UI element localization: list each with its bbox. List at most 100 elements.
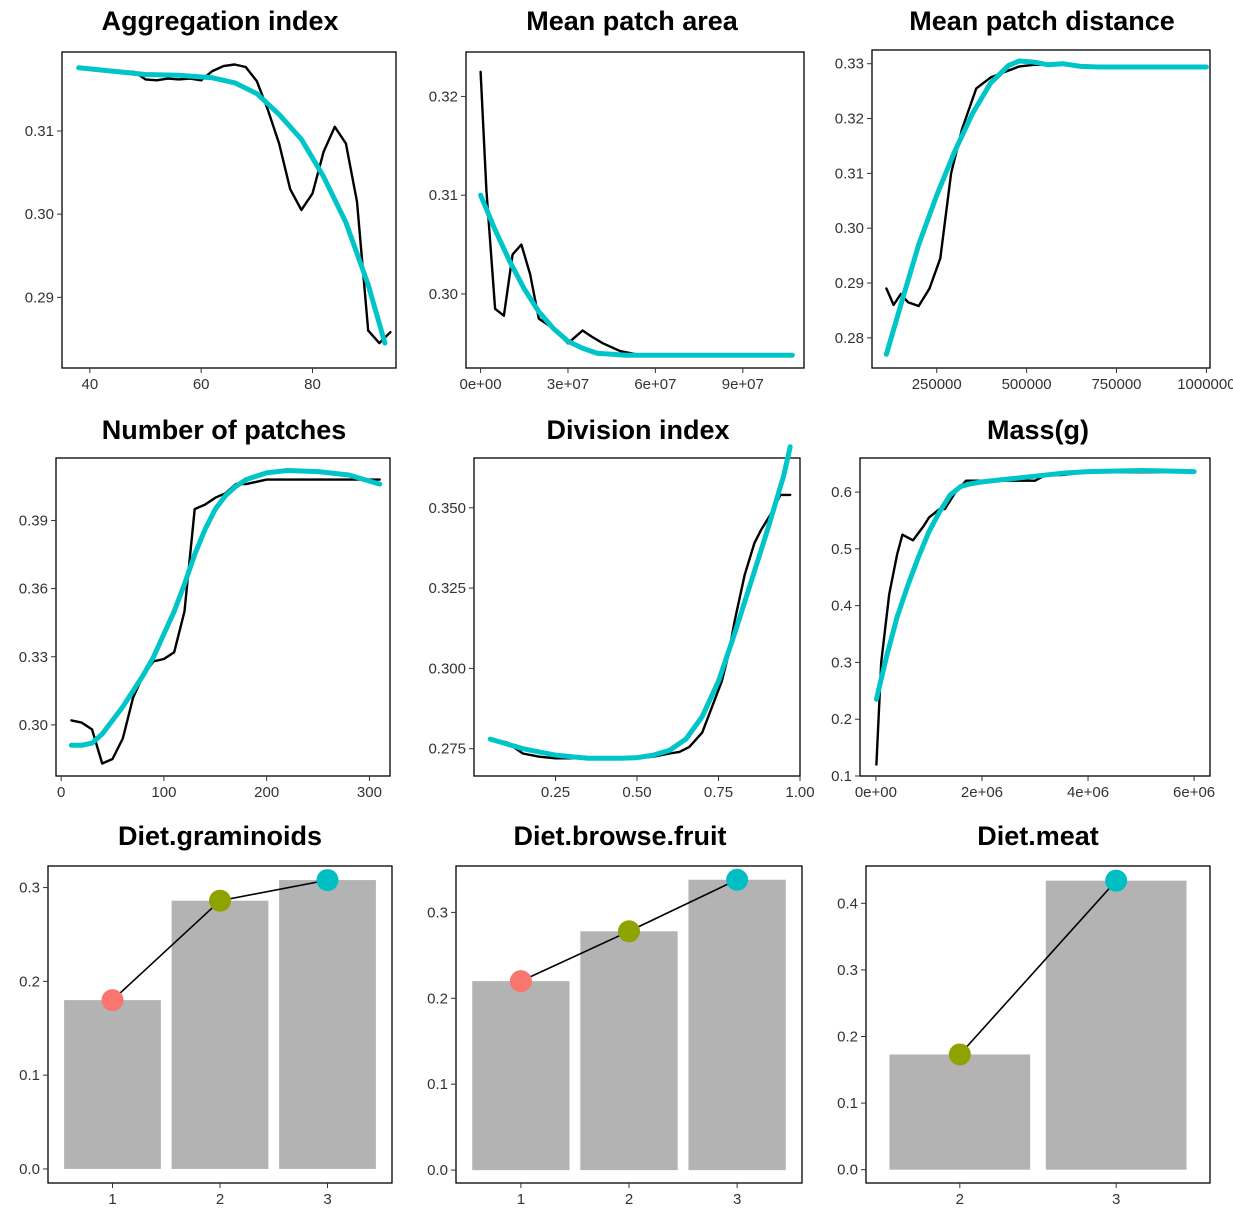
y-tick-label: 0.0 — [427, 1162, 448, 1179]
raw-line — [489, 493, 792, 760]
y-tick-label: 0.28 — [835, 330, 864, 347]
y-tick-label: 0.3 — [831, 654, 852, 671]
plot-frame — [859, 457, 1211, 777]
x-tick-label: 0.25 — [541, 784, 570, 801]
x-tick-label: 500000 — [1002, 376, 1052, 393]
y-tick-label: 0.2 — [427, 990, 448, 1007]
y-tick-label: 0.4 — [837, 895, 858, 912]
y-tick-label: 0.1 — [837, 1095, 858, 1112]
y-tick-label: 0.31 — [429, 187, 458, 204]
smooth-line — [76, 65, 388, 346]
y-tick-label: 0.0 — [19, 1161, 40, 1178]
chart-title: Aggregation index — [101, 6, 339, 36]
x-tick-label: 2 — [216, 1191, 224, 1208]
plot-frame — [61, 51, 397, 369]
y-tick-label: 0.30 — [25, 206, 54, 223]
x-tick-label: 2 — [956, 1191, 964, 1208]
bar — [472, 981, 570, 1171]
y-tick-label: 0.1 — [19, 1067, 40, 1084]
y-tick-label: 0.300 — [428, 660, 466, 677]
x-tick-label: 0e+00 — [459, 376, 501, 393]
y-tick-label: 0.325 — [428, 580, 466, 597]
x-tick-label: 0 — [57, 784, 65, 801]
y-tick-label: 0.275 — [428, 741, 466, 758]
x-tick-label: 0e+00 — [855, 784, 897, 801]
chart-title: Number of patches — [101, 415, 347, 445]
x-tick-label: 3 — [1112, 1191, 1120, 1208]
y-tick-label: 0.31 — [835, 165, 864, 182]
x-tick-label: 750000 — [1091, 376, 1141, 393]
x-tick-label: 1 — [108, 1191, 116, 1208]
y-tick-label: 0.1 — [427, 1076, 448, 1093]
bar — [64, 1000, 161, 1169]
data-point — [948, 1043, 971, 1066]
chart-title: Diet.graminoids — [117, 821, 323, 851]
data-point — [726, 868, 749, 891]
y-tick-label: 0.3 — [427, 904, 448, 921]
bar — [889, 1054, 1031, 1170]
x-tick-label: 60 — [193, 376, 210, 393]
plot-frame — [55, 457, 391, 777]
data-point — [1105, 869, 1128, 892]
y-tick-label: 0.0 — [837, 1162, 858, 1179]
chart-title: Mean patch distance — [909, 6, 1175, 36]
x-tick-label: 0.50 — [622, 784, 651, 801]
y-tick-label: 0.2 — [837, 1028, 858, 1045]
y-tick-label: 0.350 — [428, 500, 466, 517]
y-tick-label: 0.2 — [831, 711, 852, 728]
y-tick-label: 0.29 — [25, 289, 54, 306]
y-tick-label: 0.5 — [831, 541, 852, 558]
data-point — [101, 989, 124, 1012]
plot-frame — [865, 865, 1211, 1184]
bar — [279, 880, 376, 1169]
connect-line — [959, 880, 1117, 1056]
y-tick-label: 0.2 — [19, 973, 40, 990]
smooth-line — [68, 468, 383, 748]
bar — [171, 900, 269, 1169]
y-tick-label: 0.4 — [831, 598, 852, 615]
data-point — [618, 920, 640, 943]
bar — [688, 879, 786, 1171]
chart-title: Division index — [546, 415, 730, 445]
x-tick-label: 80 — [304, 376, 321, 393]
plot-frame — [871, 49, 1211, 369]
x-tick-label: 100 — [151, 784, 176, 801]
y-tick-label: 0.32 — [429, 88, 458, 105]
smooth-line — [883, 58, 1209, 357]
x-tick-label: 250000 — [912, 376, 962, 393]
y-tick-label: 0.32 — [835, 111, 864, 128]
data-point — [509, 970, 532, 993]
smooth-line — [478, 192, 795, 358]
y-tick-label: 0.30 — [19, 717, 48, 734]
y-tick-label: 0.29 — [835, 275, 864, 292]
chart-title: Mass(g) — [986, 415, 1089, 445]
x-tick-label: 9e+07 — [722, 376, 764, 393]
smooth-line — [873, 468, 1197, 702]
chart-title: Mean patch area — [526, 6, 738, 36]
x-tick-label: 200 — [254, 784, 279, 801]
x-tick-label: 4e+06 — [1067, 784, 1109, 801]
y-tick-label: 0.30 — [429, 286, 458, 303]
x-tick-label: 3e+07 — [547, 376, 589, 393]
chart-title: Diet.browse.fruit — [513, 821, 727, 851]
bar — [580, 931, 678, 1171]
x-tick-label: 1.00 — [785, 784, 814, 801]
x-tick-label: 300 — [357, 784, 382, 801]
x-tick-label: 6e+07 — [634, 376, 676, 393]
x-tick-label: 3 — [323, 1191, 331, 1208]
y-tick-label: 0.39 — [19, 512, 48, 529]
plot-frame — [465, 51, 805, 369]
y-tick-label: 0.33 — [19, 649, 48, 666]
x-tick-label: 2 — [625, 1191, 633, 1208]
y-tick-label: 0.30 — [835, 220, 864, 237]
bar — [1045, 880, 1187, 1170]
